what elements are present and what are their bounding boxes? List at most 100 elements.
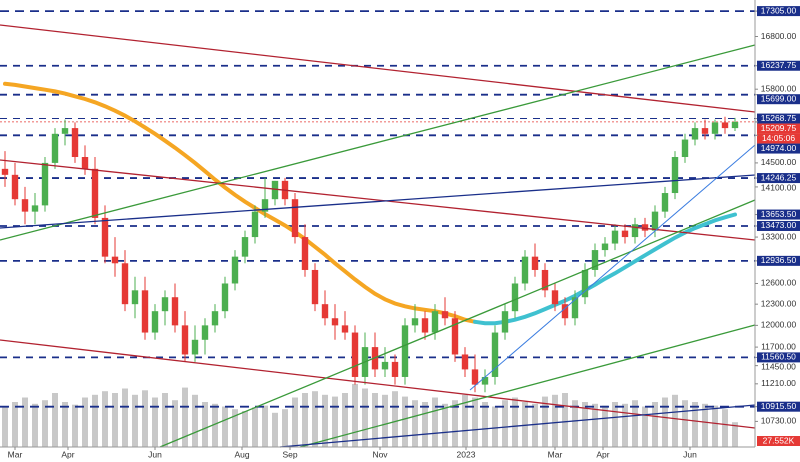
volume-bar: [662, 397, 668, 447]
candle-body: [681, 139, 689, 158]
candle-body: [1, 168, 9, 175]
x-tick-label: Sep: [282, 449, 297, 459]
trendline: [469, 144, 756, 391]
candle-body: [251, 211, 259, 238]
candle-body: [721, 122, 729, 129]
volume-bar: [362, 388, 368, 447]
candle-body: [421, 318, 429, 333]
candle-body: [141, 290, 149, 333]
y-tick-label: 11700.00: [761, 341, 796, 351]
candle-body: [711, 122, 719, 134]
price-label-box: [757, 123, 800, 134]
candle-body: [31, 205, 39, 212]
volume-bar: [632, 400, 638, 447]
volume-bar: [602, 405, 608, 447]
volume-bar: [562, 393, 568, 447]
price-label-box: [757, 133, 800, 144]
volume-label: 27.552K: [763, 435, 795, 445]
trendline: [0, 24, 756, 113]
candle-body: [91, 168, 99, 218]
trendline: [0, 159, 756, 241]
price-label: 10915.50: [761, 401, 797, 411]
volume-bar: [112, 393, 118, 447]
volume-bar: [702, 403, 708, 447]
candle-body: [581, 269, 589, 298]
volume-bar: [502, 400, 508, 447]
volume-bar: [172, 400, 178, 447]
price-label: 15699.00: [761, 93, 797, 103]
volume-bar: [322, 394, 328, 447]
volume-bar: [592, 403, 598, 447]
volume-bar: [432, 397, 438, 447]
volume-bar: [342, 393, 348, 447]
volume-bar: [352, 384, 358, 447]
volume-bar: [622, 403, 628, 447]
y-tick-label: 14100.00: [761, 182, 797, 192]
volume-bar: [122, 388, 128, 447]
y-tick-label: 12000.00: [761, 320, 797, 330]
volume-bar: [372, 393, 378, 447]
price-label-box: [757, 6, 800, 17]
volume-bar: [282, 409, 288, 447]
price-label: 14974.00: [761, 143, 797, 153]
volume-bar: [682, 400, 688, 447]
candle-body: [381, 361, 389, 370]
candle-body: [731, 121, 739, 129]
candle-body: [671, 157, 679, 194]
x-tick-label: Apr: [596, 449, 609, 459]
volume-bar: [82, 397, 88, 447]
candle-body: [481, 376, 489, 385]
x-tick-label: Jun: [148, 449, 162, 459]
candle-body: [221, 283, 229, 312]
candle-body: [591, 250, 599, 270]
y-tick-label: 16800.00: [761, 31, 797, 41]
volume-bar: [62, 402, 68, 447]
volume-bar: [652, 402, 658, 447]
candle-body: [211, 311, 219, 326]
trendline: [0, 174, 756, 229]
volume-label-box: [757, 436, 800, 446]
candle-body: [411, 318, 419, 326]
candle-body: [151, 311, 159, 333]
candle-body: [81, 157, 89, 169]
candle-body: [171, 297, 179, 326]
y-tick-label: 12600.00: [761, 278, 797, 288]
volume-bar: [382, 394, 388, 447]
volume-bar: [252, 407, 258, 447]
volume-bar: [452, 400, 458, 447]
price-label-box: [757, 352, 800, 363]
candle-body: [461, 354, 469, 370]
price-label: 14246.25: [761, 172, 797, 182]
candle-body: [121, 263, 129, 305]
volume-bar: [202, 402, 208, 447]
volume-bar: [192, 394, 198, 447]
candle-body: [51, 133, 59, 163]
candle-body: [531, 256, 539, 270]
volume-bar: [552, 394, 558, 447]
candle-body: [291, 199, 299, 238]
volume-bar: [242, 411, 248, 447]
price-label-box: [757, 94, 800, 105]
candle-body: [161, 297, 169, 312]
price-label: 15268.75: [761, 113, 797, 123]
candle-body: [111, 256, 119, 264]
x-tick-label: Aug: [234, 449, 249, 459]
candle-body: [611, 230, 619, 244]
volume-bar: [412, 400, 418, 447]
volume-bar: [102, 391, 108, 447]
y-tick-label: 13300.00: [761, 231, 797, 241]
price-label-box: [757, 113, 800, 124]
candle-body: [41, 162, 49, 206]
candle-body: [691, 128, 699, 140]
volume-bar: [182, 387, 188, 447]
volume-bar: [272, 412, 278, 447]
volume-bar: [672, 394, 678, 447]
candle-body: [301, 237, 309, 270]
y-tick-label: 12300.00: [761, 298, 797, 308]
moving-average: [3, 81, 477, 324]
price-label-box: [757, 255, 800, 266]
x-tick-label: Mar: [8, 449, 23, 459]
volume-bar: [492, 406, 498, 447]
x-tick-label: Jun: [683, 449, 697, 459]
candle-body: [471, 369, 479, 385]
